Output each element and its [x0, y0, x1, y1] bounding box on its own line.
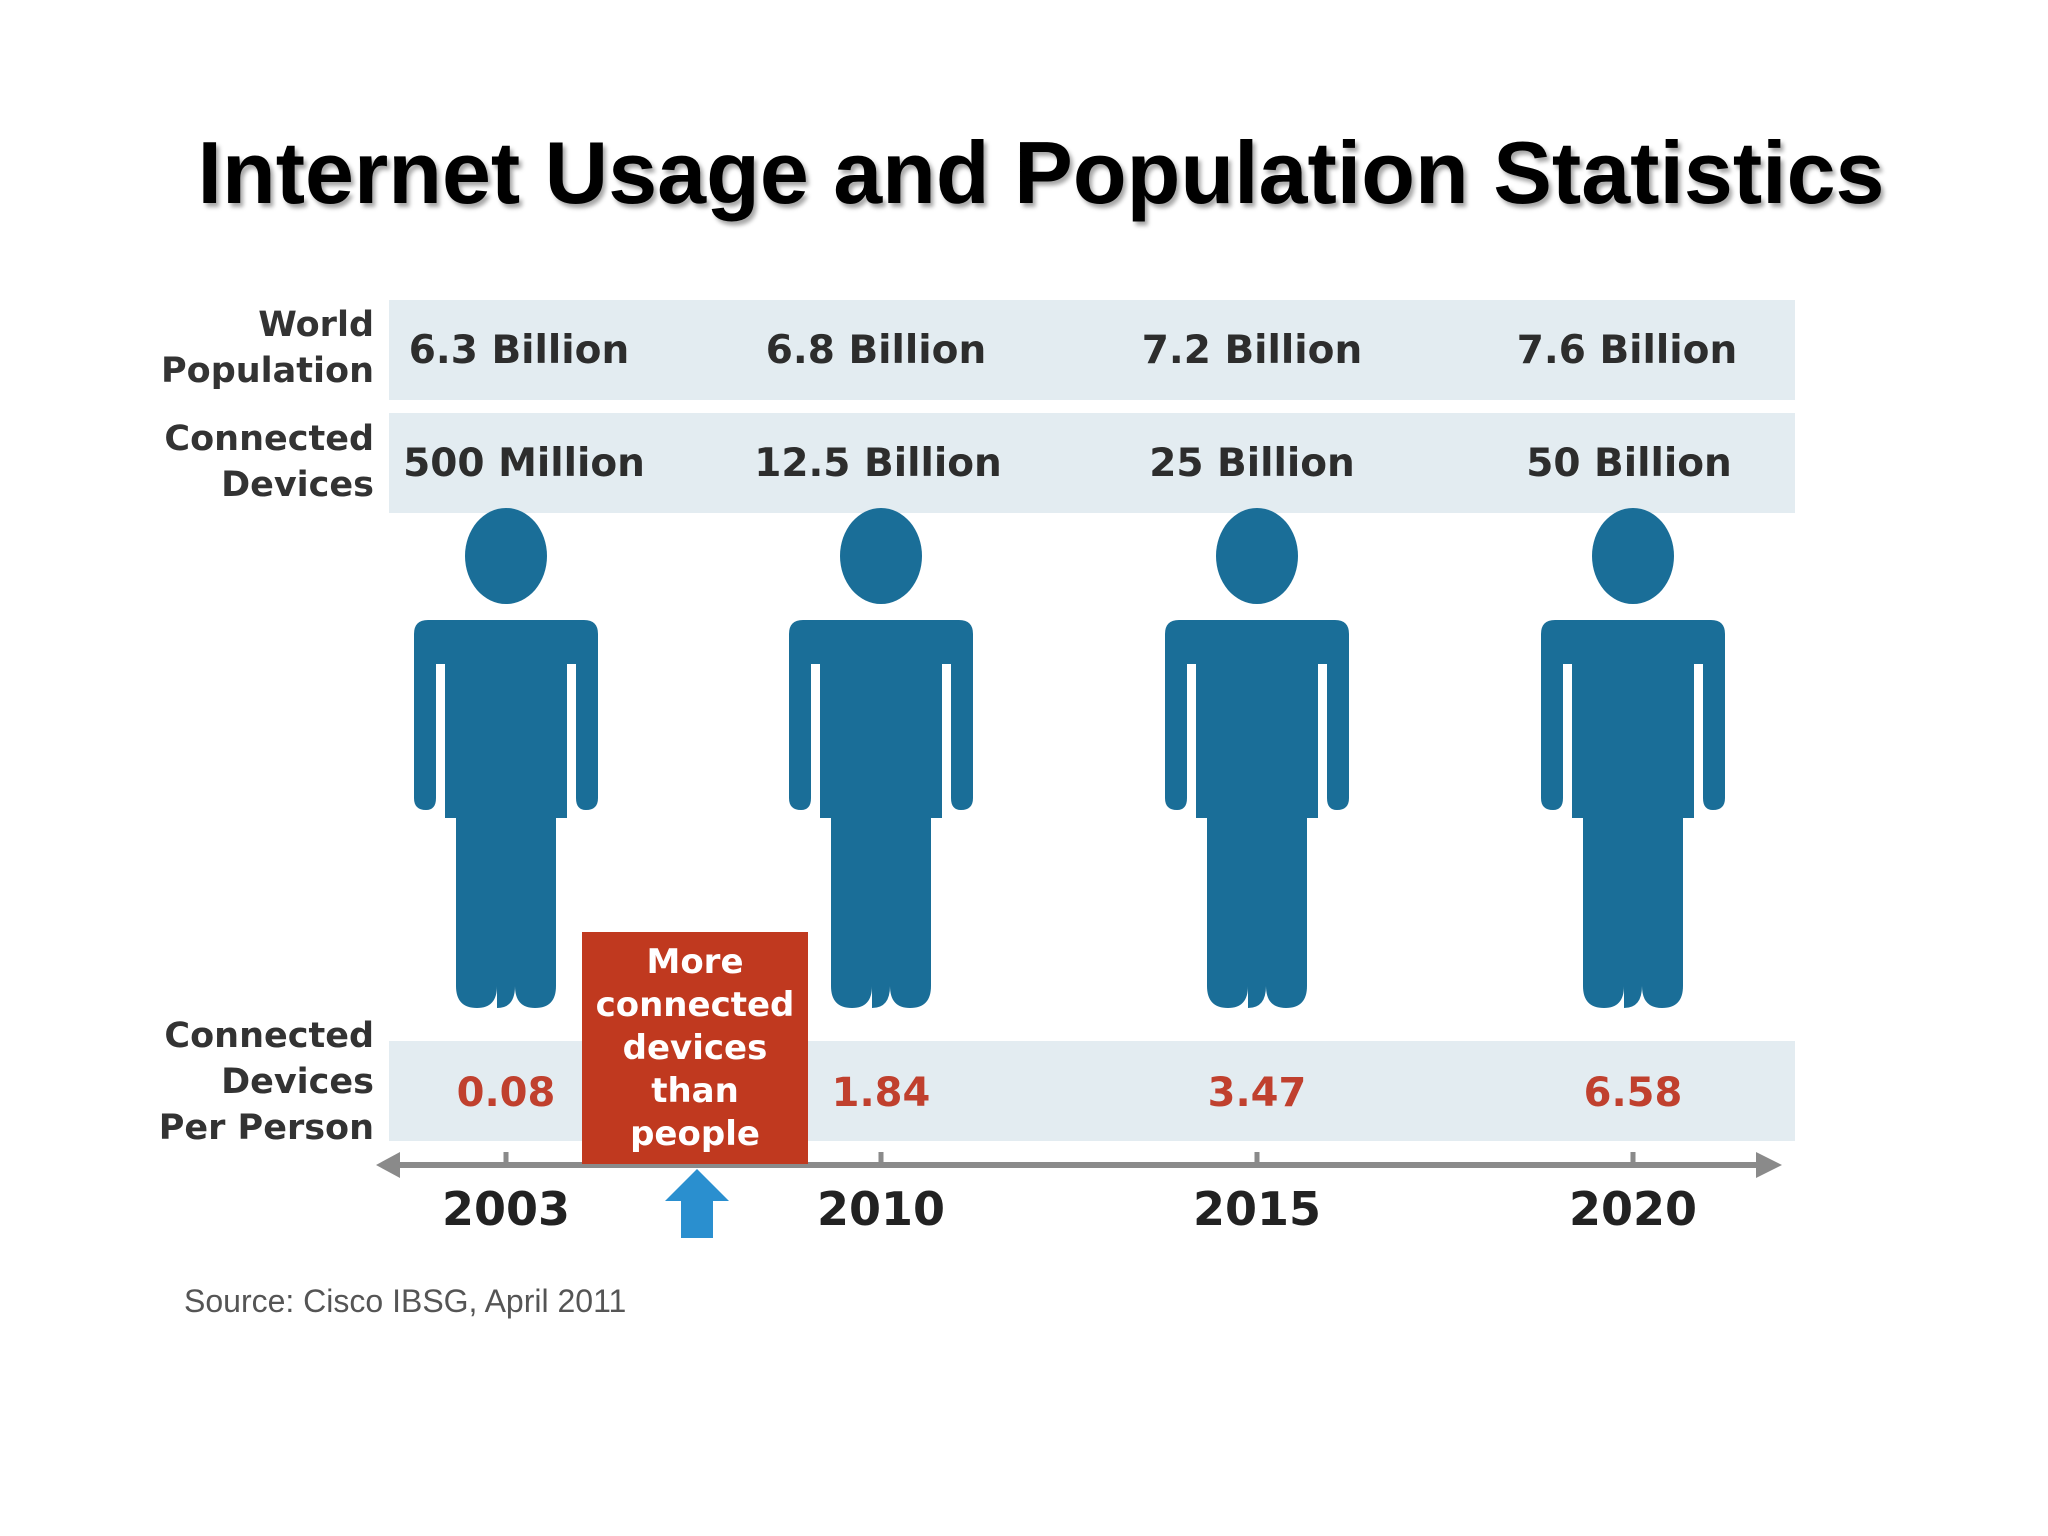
devices-label-line-2: Devices [221, 465, 374, 505]
devices-row-label: Connected Devices [164, 416, 374, 508]
population-label-line-1: World [258, 305, 374, 345]
per-person-label-line-1: Connected [164, 1016, 374, 1056]
up-arrow-icon [665, 1169, 729, 1238]
person-figure-2020 [1541, 508, 1725, 1008]
person-figure-2015 [1165, 508, 1349, 1008]
devices-cell-2020: 50 Billion [1526, 441, 1732, 486]
page-title: Internet Usage and Population Statistics [197, 123, 1885, 222]
per-person-cell-2015: 3.47 [1207, 1070, 1307, 1116]
population-band [389, 300, 1795, 400]
devices-cell-2010: 12.5 Billion [754, 441, 1002, 486]
population-cell-2003: 6.3 Billion [408, 328, 630, 373]
population-row-label: World Population [161, 302, 374, 394]
per-person-label-line-3: Per Person [158, 1108, 374, 1148]
population-cell-2010: 6.8 Billion [765, 328, 987, 373]
year-label-2020: 2020 [1568, 1182, 1698, 1236]
devices-label-line-1: Connected [164, 419, 374, 459]
per-person-label-line-2: Devices [221, 1062, 374, 1102]
population-cell-2015: 7.2 Billion [1141, 328, 1363, 373]
per-person-cell-2020: 6.58 [1583, 1070, 1683, 1116]
per-person-row-label: Connected Devices Per Person [159, 1013, 374, 1151]
population-cell-2020: 7.6 Billion [1516, 328, 1738, 373]
year-label-2010: 2010 [816, 1182, 946, 1236]
person-figure-2010 [789, 508, 973, 1008]
more-devices-callout: More connected devices than people [582, 932, 808, 1164]
timeline-axis [376, 1152, 1782, 1178]
devices-cell-2015: 25 Billion [1149, 441, 1355, 486]
population-label-line-2: Population [161, 351, 374, 391]
devices-band [389, 413, 1795, 513]
year-label-2003: 2003 [441, 1182, 571, 1236]
person-figure-2003 [414, 508, 598, 1008]
callout-text: More connected devices than people [595, 941, 795, 1154]
year-label-2015: 2015 [1192, 1182, 1322, 1236]
source-note: Source: Cisco IBSG, April 2011 [184, 1283, 627, 1319]
devices-cell-2003: 500 Million [403, 441, 645, 486]
per-person-cell-2010: 1.84 [831, 1070, 931, 1116]
per-person-cell-2003: 0.08 [456, 1070, 556, 1116]
